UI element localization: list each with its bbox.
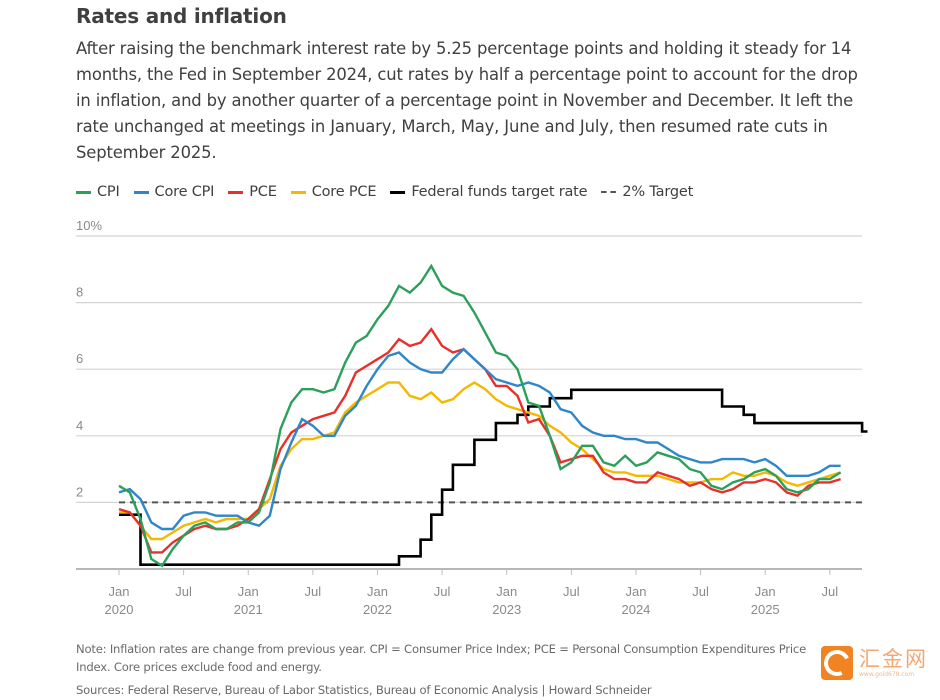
y-tick-label: 2 — [76, 484, 83, 499]
x-tick-label-month: Jan — [109, 584, 130, 599]
legend-swatch-core-cpi — [133, 190, 149, 194]
x-tick-label-month: Jul — [563, 584, 580, 599]
series-line-core-pce — [119, 381, 841, 541]
legend-swatch-pce — [228, 190, 244, 194]
series-line-core-cpi — [118, 347, 841, 531]
y-tick-label: 8 — [76, 285, 83, 300]
y-tick-label: 4 — [76, 418, 83, 433]
legend-item-core-pce: Core PCE — [290, 184, 377, 200]
footnote: Note: Inflation rates are change from pr… — [76, 642, 807, 674]
legend-swatch-cpi — [76, 190, 91, 194]
x-tick-label-month: Jul — [692, 584, 709, 599]
watermark-logo-icon — [820, 646, 854, 680]
legend-label-core-cpi: Core CPI — [154, 184, 215, 200]
legend-label-cpi: CPI — [97, 184, 120, 200]
chart-subtitle: After raising the benchmark interest rat… — [76, 39, 858, 162]
legend-label-target: 2% Target — [622, 184, 694, 200]
legend-label-fed-funds: Federal funds target rate — [411, 184, 588, 200]
x-axis: Jan 2020 Jul Jan 2021 Jul Jan 2022 Jul Jan 2023 Jul… — [76, 568, 862, 617]
y-tick-label: 10% — [76, 218, 102, 233]
x-tick-label-month: Jan — [367, 584, 388, 599]
watermark: 汇金网 www.gold678.com — [820, 643, 936, 683]
legend-label-pce: PCE — [249, 184, 277, 200]
legend-swatch-fed-funds — [390, 190, 406, 194]
x-tick-label-year: 2023 — [492, 602, 521, 617]
x-tick-label-year: 2020 — [105, 602, 134, 617]
legend-item-target: 2% Target — [601, 184, 693, 200]
x-tick-label-year: 2025 — [751, 602, 780, 617]
x-tick-label-month: Jul — [822, 584, 839, 599]
legend-swatch-target — [601, 191, 617, 193]
legend-label-core-pce: Core PCE — [311, 184, 377, 200]
x-tick-label-month: Jul — [175, 584, 192, 599]
x-tick-label-month: Jul — [434, 584, 451, 599]
x-tick-label-year: 2021 — [234, 602, 263, 617]
watermark-url: www.gold678.com — [859, 671, 915, 678]
series-line-cpi — [118, 263, 842, 568]
series-layer — [118, 263, 868, 568]
legend-swatch-core-pce — [290, 190, 306, 194]
x-tick-label-month: Jan — [625, 584, 646, 599]
series-line-federal-funds-target-rate — [119, 388, 868, 566]
x-tick-label-month: Jan — [755, 584, 776, 599]
watermark-name: 汇金网 — [859, 647, 928, 671]
legend-item-pce: PCE — [228, 184, 277, 200]
chart-legend: CPI Core CPI PCE Core PCE Federal funds … — [76, 181, 707, 203]
x-tick-label-month: Jul — [305, 584, 322, 599]
x-tick-label-year: 2024 — [621, 602, 650, 617]
y-tick-label: 6 — [76, 351, 83, 366]
x-tick-label-year: 2022 — [363, 602, 392, 617]
x-tick-label-month: Jan — [496, 584, 517, 599]
legend-item-fed-funds: Federal funds target rate — [390, 184, 588, 200]
x-tick-label-month: Jan — [238, 584, 259, 599]
chart-title: Rates and inflation — [76, 4, 287, 28]
legend-item-core-cpi: Core CPI — [133, 184, 215, 200]
legend-item-cpi: CPI — [76, 184, 120, 200]
sources-credit: Sources: Federal Reserve, Bureau of Labo… — [76, 683, 652, 697]
